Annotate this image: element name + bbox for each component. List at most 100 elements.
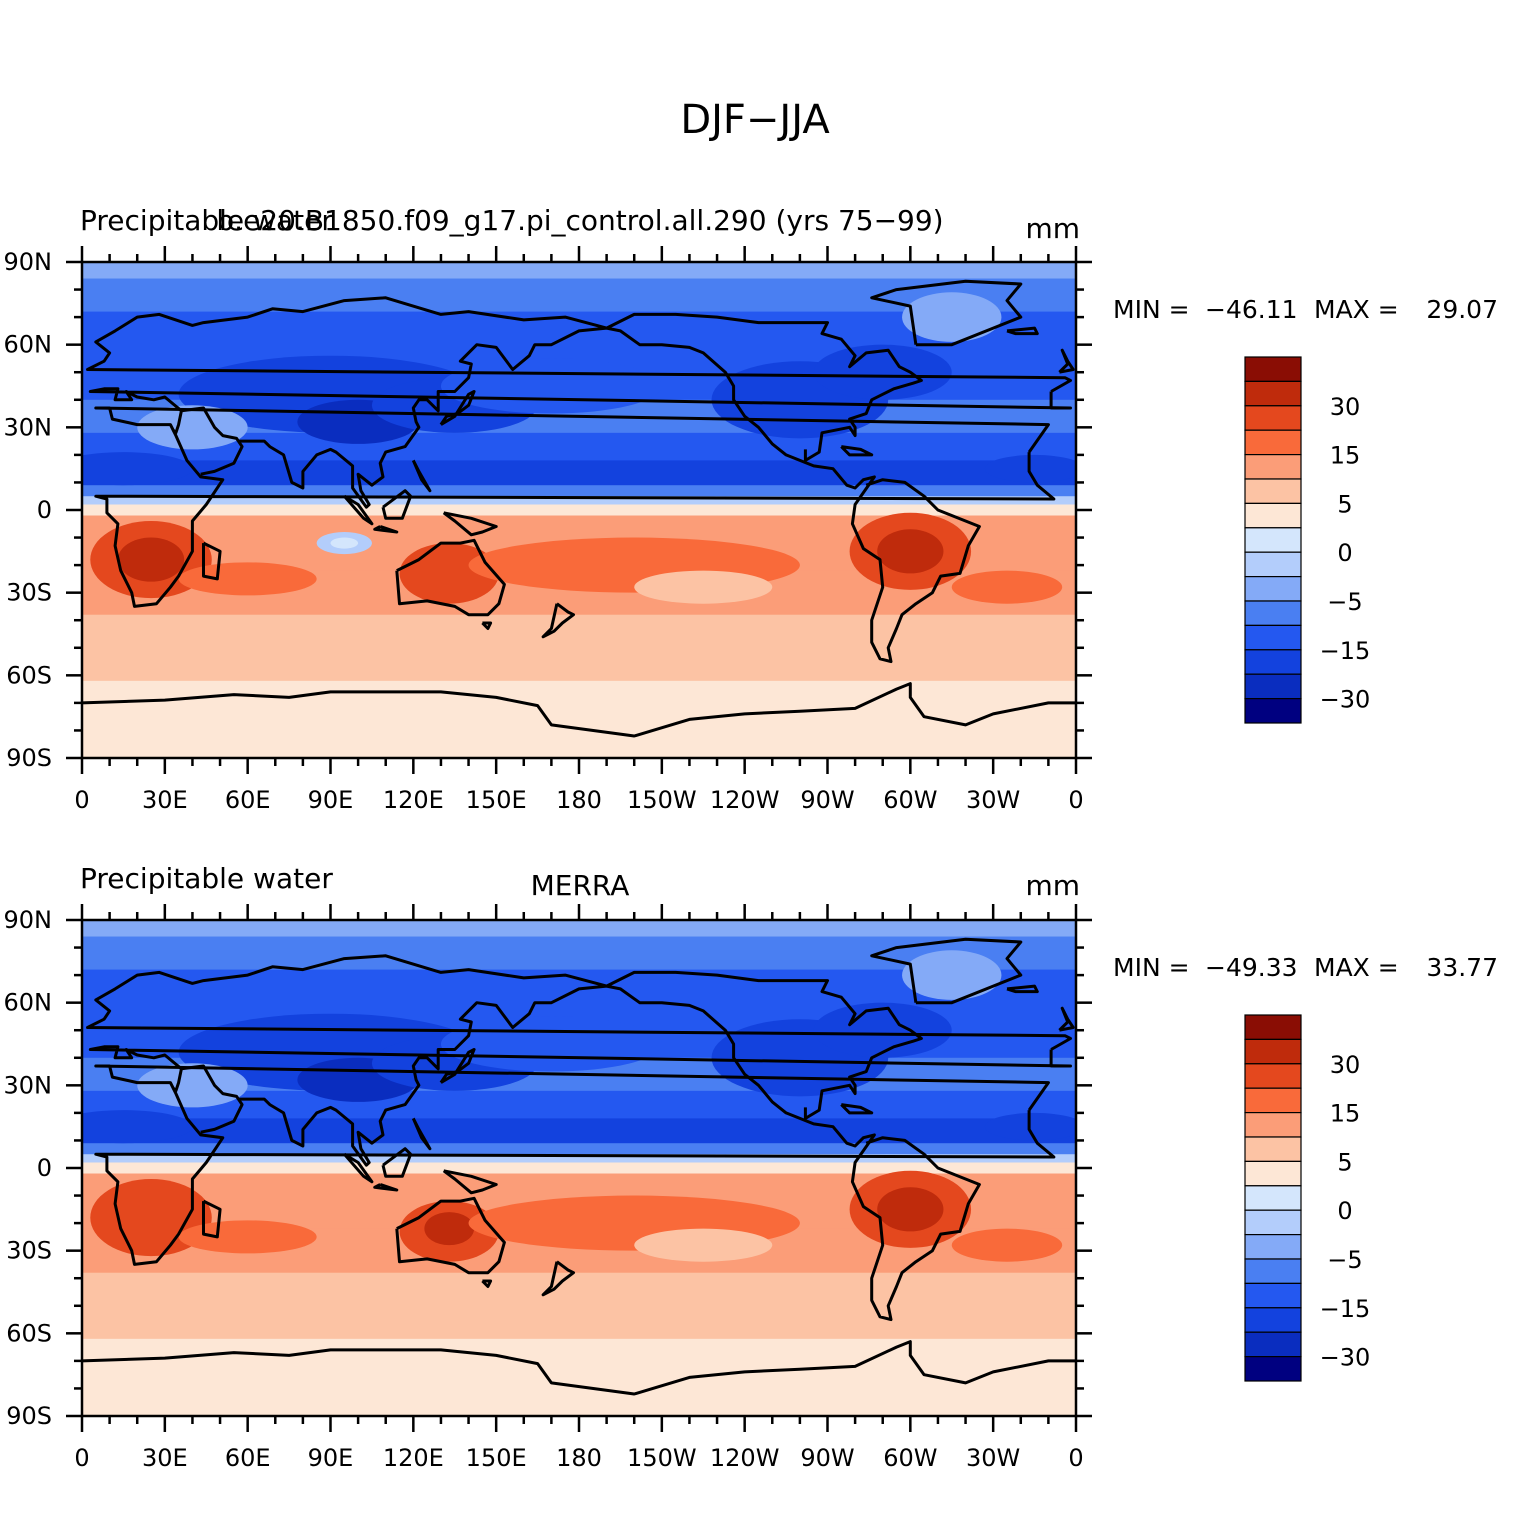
colorbar-label: 30	[1330, 1051, 1361, 1079]
coastline	[202, 1199, 222, 1239]
colorbar-label: −15	[1320, 1295, 1371, 1323]
coastline	[343, 494, 374, 526]
coastline	[605, 970, 923, 1120]
figure-title: DJF−JJA	[680, 97, 830, 143]
colorbar-label: 0	[1337, 1197, 1352, 1225]
lon-tick-label: 90E	[308, 1444, 354, 1472]
stats-max-value: 33.77	[1426, 953, 1498, 982]
contour-band	[82, 460, 1076, 486]
colorbar-box	[1244, 1307, 1302, 1333]
lat-tick-label: 30S	[6, 1237, 52, 1265]
lat-tick-label: 30N	[4, 1071, 53, 1099]
coastline	[373, 525, 399, 534]
contour-anomaly	[330, 537, 359, 549]
map-merra: 90N 60N 30N 0 30S 60S 90S 0 30E 60E 90E 120E 150E 18…	[4, 904, 1092, 1472]
coastline	[439, 390, 476, 426]
coastline	[411, 1117, 432, 1151]
coastline	[481, 1279, 493, 1288]
colorbar-label: 5	[1337, 1148, 1352, 1176]
colorbar-box	[1244, 1087, 1302, 1114]
contour-band	[82, 920, 1076, 938]
coastline	[606, 984, 981, 1322]
contour-anomaly	[951, 1228, 1063, 1262]
stats-min-value: −46.11	[1205, 295, 1298, 324]
lon-tick-label: 120W	[710, 1444, 780, 1472]
coastline	[239, 326, 607, 509]
colorbar-box	[1244, 1136, 1302, 1162]
colorbar-box	[1244, 1160, 1302, 1187]
coastline	[541, 602, 575, 639]
coastlines	[82, 937, 1076, 1396]
coastline	[442, 1169, 498, 1195]
contour-anomaly	[440, 1016, 662, 1072]
colorbar-box	[1244, 1038, 1302, 1065]
contour-anomaly	[877, 529, 944, 574]
lat-tick-label: 90S	[6, 1402, 52, 1430]
colorbar-box	[1244, 356, 1302, 382]
lon-tick-label: 150E	[466, 1444, 527, 1472]
contour-anomaly	[440, 358, 662, 414]
contour-anomaly	[82, 1110, 193, 1144]
lat-axis: 90N 60N 30N 0 30S 60S 90S	[4, 906, 53, 1430]
stats-max-label: MAX =	[1314, 953, 1399, 982]
lon-tick-label: 120E	[383, 1444, 444, 1472]
lat-tick-label: 60N	[4, 989, 53, 1017]
contour-anomaly	[634, 1228, 773, 1262]
contour-anomaly	[424, 1212, 475, 1246]
contour-band	[82, 1143, 1076, 1155]
contour-band	[82, 1090, 1076, 1119]
contour-band	[82, 1118, 1076, 1144]
coastline	[840, 1103, 874, 1115]
coastline	[82, 1340, 1076, 1396]
colorbar-box	[1244, 1234, 1302, 1260]
lat-tick-label: 60S	[6, 1319, 52, 1347]
coastline	[481, 621, 493, 630]
lon-tick-label: 150W	[627, 786, 697, 814]
lat-tick-label: 60N	[4, 331, 53, 359]
lon-tick-label: 30E	[142, 1444, 188, 1472]
colorbar-label: 5	[1337, 490, 1352, 518]
lon-tick-label: 30W	[966, 786, 1020, 814]
colorbar-box	[1244, 1258, 1302, 1284]
coastline	[439, 1048, 476, 1084]
lon-axis: 0 30E 60E 90E 120E 150E 180 150W 120W 90W 60W 30W 0	[74, 786, 1083, 814]
panel-model: Precipitable water b.e20.B1850.f09_g17.p…	[4, 204, 1499, 814]
colorbar-box	[1244, 527, 1302, 553]
contour-anomaly	[902, 950, 1002, 1000]
colorbar: 30 15 5 0 −5 −15 −30	[1244, 356, 1370, 724]
lon-tick-label: 0	[74, 1444, 89, 1472]
coastline	[94, 1064, 1056, 1266]
panel-center-title: MERRA	[531, 869, 630, 902]
lon-tick-label: 150E	[466, 786, 527, 814]
panel-center-title: b.e20.B1850.f09_g17.pi_control.all.290 (…	[216, 204, 943, 237]
colorbar-label: 0	[1337, 539, 1352, 567]
contour-band	[82, 485, 1076, 497]
lon-tick-label: 90E	[308, 786, 354, 814]
coastline	[840, 445, 874, 457]
colorbar-box	[1244, 624, 1302, 651]
contour-anomaly	[951, 570, 1063, 604]
coastline	[1058, 1006, 1075, 1032]
coastline	[605, 312, 923, 462]
colorbar: 30 15 5 0 −5 −15 −30	[1244, 1014, 1371, 1382]
coastlines	[82, 279, 1076, 738]
coastline	[870, 279, 1023, 347]
colorbar-label: 15	[1330, 442, 1361, 470]
lon-tick-label: 60W	[883, 1444, 937, 1472]
coastline	[86, 296, 1072, 393]
coastline	[541, 1260, 575, 1297]
colorbar-box	[1244, 600, 1302, 626]
lon-tick-label: 120W	[710, 786, 780, 814]
contour-band	[82, 1272, 1076, 1340]
contour-anomaly	[634, 570, 773, 604]
map-model: 90N 60N 30N 0 30S 60S 90S 0 30E 60E 90E 120E 150E 18…	[4, 246, 1092, 814]
contour-anomaly	[82, 452, 193, 486]
coastline	[411, 459, 432, 493]
colorbar-box	[1244, 1014, 1302, 1040]
lon-tick-label: 0	[74, 786, 89, 814]
lon-tick-label: 60W	[883, 786, 937, 814]
colorbar-box	[1244, 380, 1302, 407]
coastline	[82, 682, 1076, 738]
coastline	[870, 937, 1023, 1005]
coastline	[381, 489, 413, 520]
